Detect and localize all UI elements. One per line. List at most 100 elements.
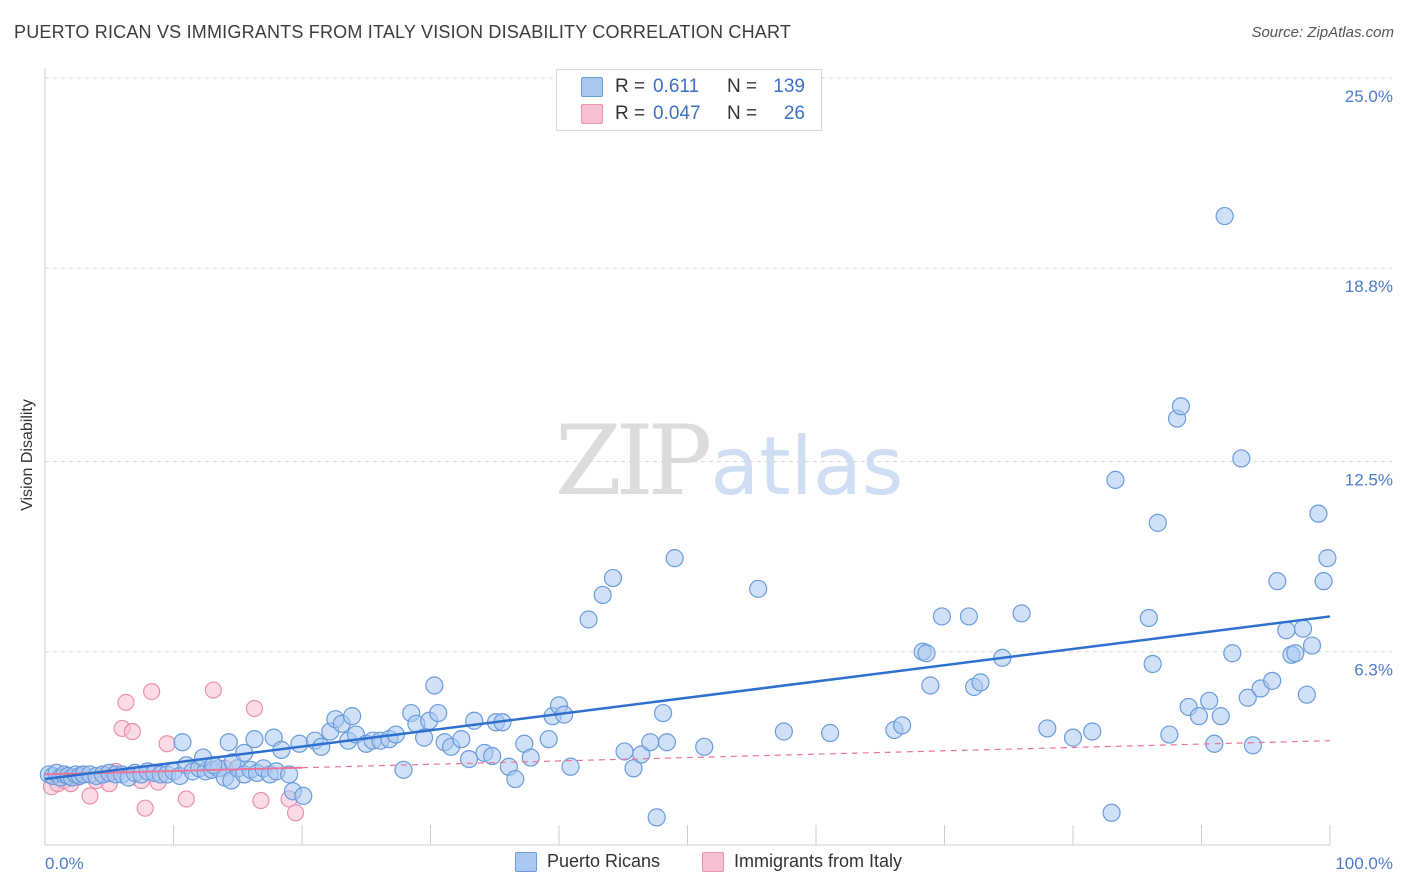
puerto-rican-point [821, 723, 840, 743]
puerto-rican-point [665, 549, 684, 568]
puerto-rican-point [280, 765, 299, 784]
puerto-rican-point [173, 733, 192, 752]
puerto-rican-point [1318, 549, 1337, 568]
puerto-rican-point [1143, 654, 1162, 674]
legend-swatch-blue [581, 77, 603, 97]
puerto-rican-point [1200, 691, 1219, 710]
puerto-rican-point [624, 759, 643, 778]
puerto-rican-point [1286, 644, 1305, 663]
puerto-rican-point [653, 703, 673, 723]
italy-point [136, 799, 154, 817]
puerto-rican-point [290, 734, 309, 753]
italy-point [286, 804, 305, 822]
puerto-rican-point [312, 737, 331, 756]
puerto-rican-point [641, 733, 660, 752]
puerto-rican-trendline [44, 615, 1331, 781]
italy-point [177, 790, 195, 808]
puerto-rican-point [561, 757, 580, 776]
puerto-rican-point [1160, 725, 1179, 744]
puerto-rican-point [971, 673, 990, 692]
italy-point [81, 787, 99, 805]
puerto-rican-point [1211, 707, 1230, 726]
puerto-rican-point [921, 676, 940, 695]
chart-title: PUERTO RICAN VS IMMIGRANTS FROM ITALY VI… [14, 22, 792, 42]
puerto-rican-point [459, 749, 479, 769]
puerto-rican-point [892, 716, 912, 735]
puerto-rican-point [1171, 397, 1191, 416]
y-tick-label: 18.8% [1345, 277, 1393, 296]
puerto-rican-point [1106, 470, 1125, 490]
legend-item-italy[interactable]: Immigrants from Italy [702, 851, 902, 872]
puerto-rican-point [294, 786, 313, 806]
legend-n-label: N = [727, 76, 758, 97]
puerto-rican-point [1293, 619, 1313, 638]
puerto-rican-point [414, 728, 434, 747]
legend-n-label: N = [727, 103, 758, 124]
x-tick-label: 100.0% [1335, 854, 1393, 873]
correlation-legend: R = 0.611 N = 139 R = 0.047 N = 26 [556, 69, 822, 131]
legend-n-value: 26 [783, 103, 805, 124]
puerto-rican-point [452, 730, 471, 749]
puerto-rican-point [245, 730, 264, 749]
puerto-rican-point [394, 760, 413, 779]
puerto-rican-point [425, 676, 444, 695]
italy-point [143, 682, 161, 701]
legend-r-label: R = [615, 76, 646, 97]
puerto-rican-point [539, 730, 558, 749]
legend-label-puerto-ricans: Puerto Ricans [547, 851, 661, 871]
puerto-rican-point [1102, 803, 1121, 822]
puerto-rican-point [579, 610, 598, 629]
y-tick-label: 12.5% [1345, 471, 1393, 490]
y-tick-label: 6.3% [1354, 661, 1393, 680]
puerto-rican-point [657, 733, 677, 752]
puerto-rican-point [1139, 608, 1158, 628]
puerto-rican-point [774, 722, 793, 741]
italy-point [117, 693, 135, 711]
puerto-rican-point [647, 808, 666, 827]
legend-r-value: 0.611 [653, 76, 700, 97]
puerto-rican-point [1309, 504, 1328, 523]
legend-swatch-pink [581, 104, 603, 124]
puerto-rican-point [1012, 604, 1031, 623]
puerto-rican-point [1238, 688, 1257, 707]
puerto-rican-point [483, 746, 502, 766]
puerto-rican-point [1243, 736, 1263, 755]
legend-swatch-pink [702, 851, 724, 872]
puerto-rican-point [1263, 671, 1282, 690]
puerto-rican-point [1063, 728, 1083, 747]
legend-item-puerto-ricans[interactable]: Puerto Ricans [515, 851, 660, 872]
legend-label-italy: Immigrants from Italy [734, 851, 903, 871]
puerto-rican-point [932, 607, 952, 626]
puerto-rican-point [343, 707, 362, 726]
puerto-rican-point [603, 568, 623, 588]
legend-swatch-blue [515, 851, 537, 872]
y-tick-label: 25.0% [1345, 87, 1393, 106]
italy-point [123, 722, 141, 741]
legend-row-italy: R = 0.047 N = 26 [581, 102, 805, 126]
italy-point [252, 791, 270, 810]
italy-point [158, 735, 176, 753]
puerto-rican-point [593, 585, 612, 605]
puerto-rican-point [506, 769, 525, 789]
puerto-rican-point [615, 742, 634, 761]
puerto-rican-point [1223, 644, 1242, 663]
legend-r-label: R = [615, 103, 646, 124]
puerto-rican-point [219, 733, 238, 752]
puerto-rican-point [429, 703, 448, 723]
puerto-rican-point [1038, 719, 1057, 738]
puerto-rican-point [1215, 206, 1234, 226]
series-legend: Puerto Ricans Immigrants from Italy [0, 851, 1406, 879]
italy-point [245, 699, 264, 718]
italy-point [204, 681, 222, 699]
puerto-rican-point [695, 737, 714, 756]
puerto-rican-point [1148, 513, 1167, 532]
puerto-rican-point [1232, 449, 1251, 468]
puerto-rican-point [1314, 572, 1333, 591]
watermark-atlas: atlas [710, 420, 904, 513]
puerto-rican-point [521, 748, 540, 767]
puerto-rican-point [959, 607, 979, 626]
puerto-rican-point [917, 644, 936, 663]
source-attribution: Source: ZipAtlas.com [1251, 24, 1394, 41]
puerto-rican-point [1277, 621, 1296, 640]
